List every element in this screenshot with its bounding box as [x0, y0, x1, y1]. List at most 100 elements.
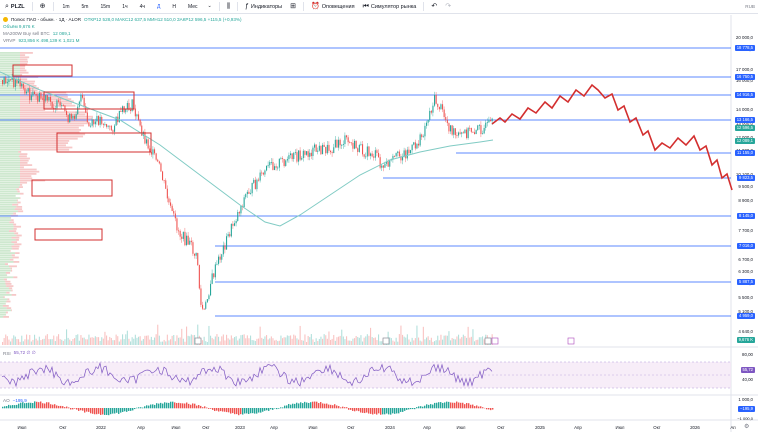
volume-bar [19, 341, 21, 345]
ao-bar [290, 404, 292, 409]
volume-bar [88, 334, 90, 345]
candle-body [173, 210, 175, 214]
volume-legend[interactable]: Объём 9,676 K [3, 24, 35, 29]
templates-button[interactable]: ⊞ [287, 1, 299, 13]
compare-button[interactable]: ⊕ [37, 1, 49, 13]
symbol-search-button[interactable]: ⌕ PLZL [2, 1, 28, 13]
timeframe-label: 4ч [139, 3, 145, 10]
ao-bar [86, 408, 88, 412]
ao-bar [396, 408, 398, 414]
timeframe-4h[interactable]: 4ч [135, 1, 150, 13]
ao-bar [218, 408, 220, 412]
vrvp-bar-down [11, 289, 13, 292]
timeframe-day[interactable]: Д [152, 1, 165, 13]
settings-gear-icon[interactable]: ⚙ [744, 424, 750, 430]
candle-body [238, 212, 240, 214]
volume-bar [250, 335, 252, 345]
vrvp-bar-up [0, 245, 12, 248]
volume-bar [125, 334, 127, 345]
main-legend[interactable]: Полюс ПАО - обыкн. · 1Д · ALOR ОТКР12 52… [3, 17, 242, 22]
vrvp-bar-up [0, 126, 20, 129]
timeframe-1m[interactable]: 1m [58, 1, 75, 13]
timeframe-5m[interactable]: 5m [77, 1, 94, 13]
undo-button[interactable]: ↶ [428, 1, 440, 13]
ao-bar [388, 408, 390, 415]
timeframe-month[interactable]: Мес [183, 1, 203, 13]
ao-axis-tick: 1 000,0 [738, 397, 753, 402]
dividend-marker[interactable] [484, 337, 492, 345]
volume-bar [144, 335, 146, 345]
ma-legend[interactable]: MA200W Buy sell BTC 12 089,1 [3, 31, 71, 36]
candle-body [413, 142, 415, 145]
candle-body [67, 114, 69, 123]
candle-body [386, 161, 388, 164]
ao-bar [84, 408, 86, 413]
ao-bar [4, 406, 6, 409]
zone-rect[interactable] [31, 179, 113, 197]
candle-body [370, 153, 372, 156]
volume-bar [357, 337, 359, 345]
zone-rect[interactable] [56, 132, 152, 153]
timeframe-15m[interactable]: 15m [95, 1, 115, 13]
candle-body [184, 231, 186, 246]
replay-button[interactable]: ⏮ Симулятор рынка [360, 1, 420, 13]
candle-body [8, 79, 10, 83]
vrvp-bar-down [20, 56, 30, 59]
dividend-marker[interactable] [194, 337, 202, 345]
candle-body [382, 165, 384, 168]
volume-bar [45, 335, 47, 345]
forecast-path[interactable] [491, 83, 733, 191]
rsi-legend[interactable]: RSI 55,72 ∅ ∅ [3, 350, 36, 356]
ao-bar [342, 406, 344, 409]
ao-bar [452, 402, 454, 409]
price-level-tag: 9 823,5 [737, 175, 755, 181]
redo-button[interactable]: ↷ [442, 1, 454, 13]
chart-type-button[interactable]: ⫼ [224, 1, 233, 13]
volume-bar [354, 338, 356, 345]
indicators-button[interactable]: ƒ Индикаторы [242, 1, 285, 13]
timeframe-week[interactable]: Н [167, 1, 181, 13]
volume-bar [290, 335, 292, 345]
volume-bar [235, 336, 237, 345]
event-markers[interactable] [194, 337, 575, 345]
timeframe-dropdown[interactable]: ⌄ [205, 1, 215, 13]
earnings-marker[interactable] [567, 337, 575, 345]
candle-body [362, 144, 364, 155]
candle-body [459, 132, 461, 134]
volume-bar [51, 339, 53, 345]
ao-bar [374, 408, 376, 414]
candle-body [110, 125, 112, 131]
alerts-button[interactable]: ⏰ Оповещения [308, 1, 358, 13]
volume-bar [483, 339, 485, 345]
vrvp-legend[interactable]: VRVP 923,856 K 498,139 K 1,021 M [3, 38, 79, 43]
dividend-marker[interactable] [382, 337, 390, 345]
ao-bar [298, 403, 300, 409]
horizontal-levels[interactable] [0, 47, 731, 317]
ao-bar [302, 403, 304, 409]
volume-bar [394, 341, 396, 345]
vrvp-bar-down [13, 212, 17, 215]
candles-icon: ⫼ [226, 3, 230, 10]
vrvp-bar-down [3, 278, 7, 281]
volume-bar [58, 334, 60, 345]
zone-rect[interactable] [43, 91, 135, 110]
volume-bar [278, 340, 280, 345]
candle-body [469, 127, 471, 129]
zone-rect[interactable] [34, 228, 103, 241]
split-marker[interactable] [491, 337, 499, 345]
ao-legend[interactable]: AO −195,9 [3, 398, 27, 403]
volume-bar [42, 339, 44, 345]
vrvp-bar-down [20, 63, 28, 65]
ao-value-tag: −195,9 [738, 406, 755, 412]
candle-body [325, 146, 327, 154]
timeframe-1h[interactable]: 1ч [117, 1, 132, 13]
candle-body [22, 83, 24, 89]
zone-rect[interactable] [12, 64, 73, 77]
ao-bar [50, 404, 52, 409]
vrvp-bar-up [0, 221, 10, 224]
candle-body [330, 150, 332, 153]
ao-bar [480, 406, 482, 409]
ao-bar [118, 408, 120, 414]
